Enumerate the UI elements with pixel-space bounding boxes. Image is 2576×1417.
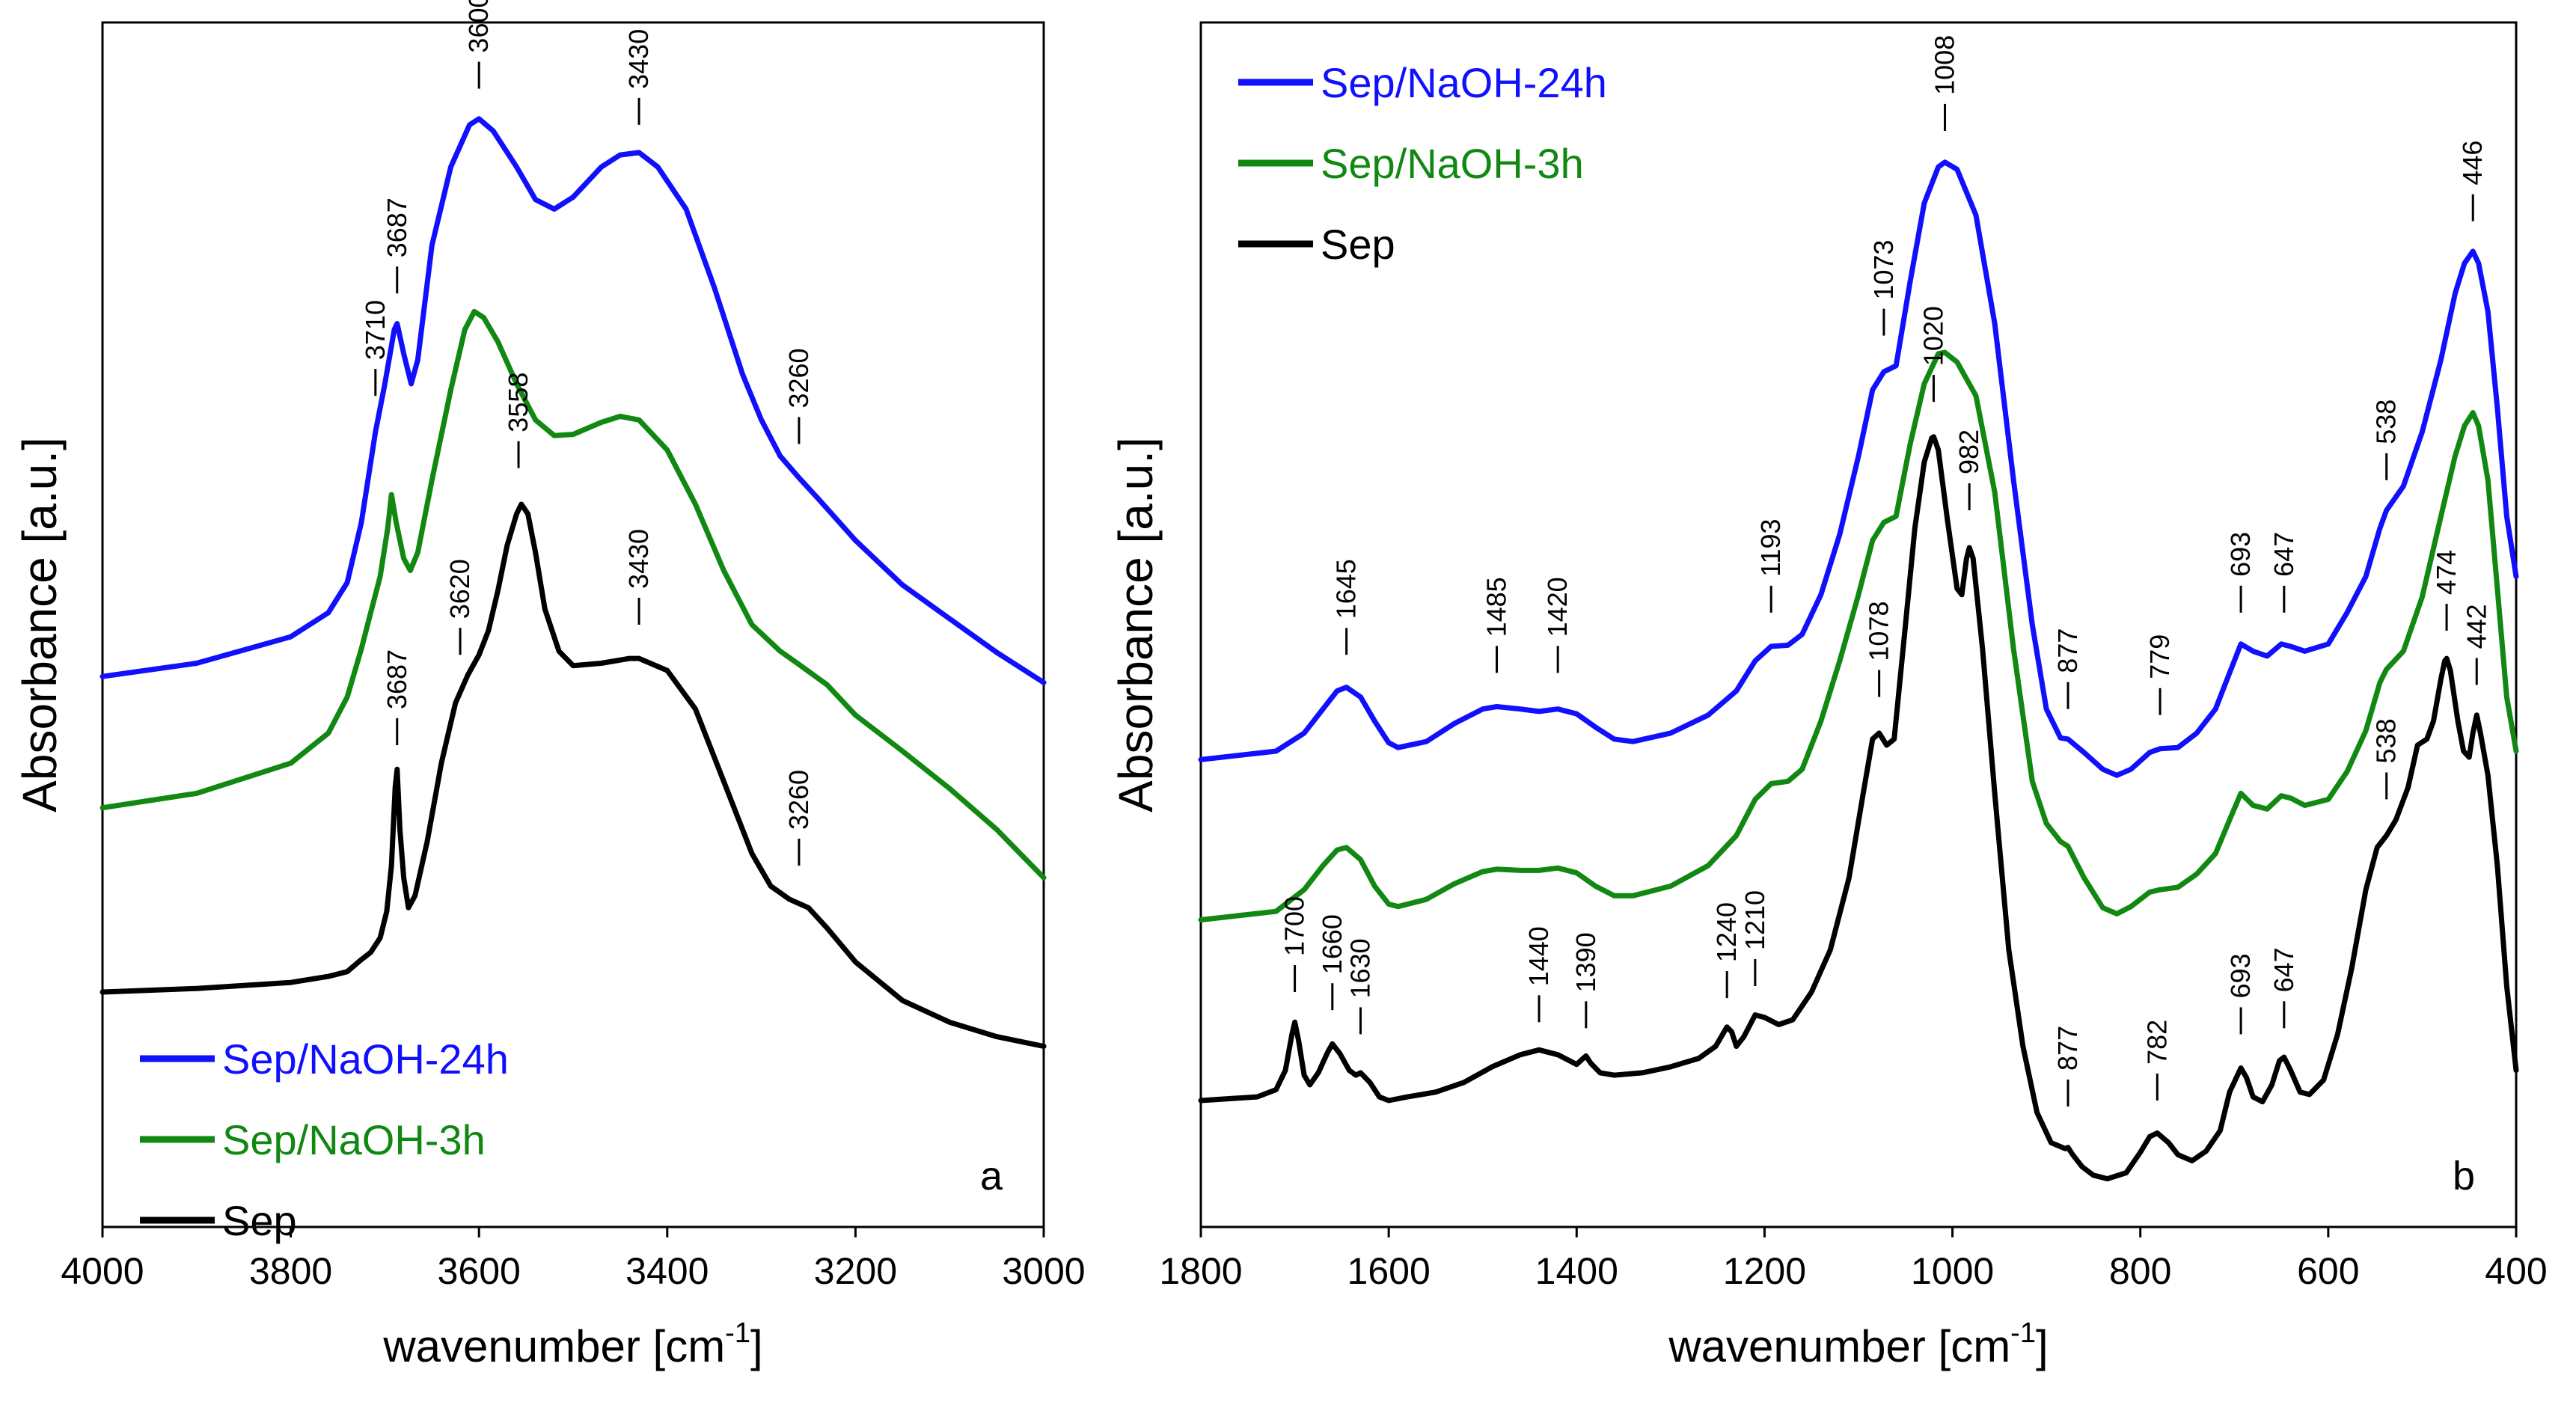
panel-a-peak-label: 3687 (382, 198, 412, 257)
panel-b-peak-label: 538 (2371, 718, 2402, 763)
panel-b-peak-label: 982 (1954, 429, 1984, 474)
panel-a-plot-frame (101, 21, 1045, 1228)
panel-b-series-line-2 (1198, 434, 2519, 1182)
panel-a-peak-label: 3620 (444, 559, 475, 619)
panel-a-x-axis-label: wavenumber [cm-1] (382, 1317, 762, 1371)
panel-a-peak-label: 3260 (783, 348, 814, 408)
panel-b-peak-label: 782 (2141, 1020, 2172, 1065)
panel-b-peak-label: 1008 (1930, 35, 1960, 95)
panel-a-peak-label: 3600 (463, 0, 494, 53)
panel-b-peak-label: 647 (2268, 532, 2299, 577)
panel-a-x-tick-label: 3200 (814, 1250, 897, 1292)
panel-b-legend-entry: Sep/NaOH-24h (1321, 59, 1607, 106)
panel-a-x-tick-label: 3000 (1002, 1250, 1085, 1292)
panel-b-peak-label: 538 (2371, 400, 2402, 444)
panel-b-peak-label: 1645 (1331, 559, 1362, 619)
panel-a-x-tick-label: 4000 (61, 1250, 144, 1292)
panel-a-series-line-2 (100, 501, 1047, 1049)
panel-a-peak-label: 3260 (783, 770, 814, 830)
panel-a-peak-label: 3430 (623, 529, 654, 589)
panel-a-x-axis-label-superscript: -1 (725, 1317, 750, 1349)
panel-a-x-tick-label: 3800 (249, 1250, 332, 1292)
panel-a-peak-label: 3430 (623, 29, 654, 89)
panel-b-peak-label: 1078 (1864, 602, 1894, 661)
panel-b-x-tick-label: 1400 (1535, 1250, 1618, 1292)
panel-a-series-line-0 (100, 116, 1047, 685)
panel-b-peak-label: 1440 (1523, 926, 1554, 986)
panel-b-x-tick-label: 1600 (1347, 1250, 1431, 1292)
panel-a-peak-label: 3687 (382, 649, 412, 709)
panel-a-legend-entry: Sep (222, 1197, 297, 1244)
panel-b-x-axis-label-superscript: -1 (2010, 1317, 2036, 1349)
panel-b-peak-label: 1390 (1570, 932, 1601, 992)
panel-a-legend: Sep/NaOH-24h Sep/NaOH-3h Sep (140, 1035, 509, 1244)
panel-a-series-line-1 (100, 308, 1047, 881)
panel-b-x-tick-label: 600 (2297, 1250, 2359, 1292)
panel-b-x-tick-label: 1200 (1723, 1250, 1806, 1292)
panel-b-x-tick-label: 800 (2109, 1250, 2171, 1292)
panel-b-peak-label: 1073 (1868, 240, 1899, 300)
panel-b-peak-label: 1193 (1755, 518, 1786, 576)
panel-b-peak-label: 693 (2225, 532, 2256, 577)
panel-b-peak-label: 693 (2225, 953, 2256, 998)
panel-b-peak-label: 779 (2144, 634, 2175, 679)
panel-b-legend-entry: Sep (1321, 221, 1395, 268)
panel-a-peak-label: 3710 (360, 300, 391, 360)
panel-b-x-tick-label: 1800 (1159, 1250, 1242, 1292)
panel-a-panel-letter: a (980, 1154, 1003, 1199)
panel-a-x-axis-label-end: ] (750, 1321, 763, 1371)
panel-b-peak-label: 442 (2461, 604, 2491, 649)
panel-b-chart: 1800 1600 1400 1200 1000 800 600 400 wavenumber … (1109, 21, 2548, 1371)
panel-b-peak-label: 1700 (1279, 896, 1310, 956)
panel-b-y-axis-label: Absorbance [a.u.] (1109, 437, 1163, 812)
panel-b-legend: Sep/NaOH-24h Sep/NaOH-3h Sep (1238, 59, 1607, 268)
panel-b-peak-label: 1660 (1317, 914, 1347, 974)
panel-b-x-tick-label: 400 (2485, 1250, 2547, 1292)
panel-b-x-axis-label-end: ] (2036, 1321, 2049, 1371)
panel-a-x-tick-label: 3400 (625, 1250, 709, 1292)
panel-b-x-axis-label: wavenumber [cm-1] (1668, 1317, 2048, 1371)
panel-a-legend-entry: Sep/NaOH-24h (222, 1035, 509, 1083)
panel-b-peak-label: 474 (2431, 550, 2462, 595)
panel-a-legend-entry: Sep/NaOH-3h (222, 1116, 486, 1163)
panel-b-x-tick-label: 1000 (1911, 1250, 1994, 1292)
panel-b-peak-label: 1420 (1542, 577, 1573, 637)
panel-b-peak-label: 877 (2052, 628, 2083, 673)
panel-b-series-line-0 (1198, 159, 2519, 778)
panel-b-peak-label: 647 (2268, 947, 2299, 992)
panel-a-y-axis-label: Absorbance [a.u.] (13, 437, 67, 812)
panel-b-peak-label: 1210 (1740, 890, 1770, 950)
panel-b-series-line-1 (1198, 349, 2519, 922)
panel-b-peak-label: 446 (2457, 141, 2488, 186)
panel-b-panel-letter: b (2453, 1154, 2475, 1199)
panel-a-x-tick-label: 3600 (438, 1250, 521, 1292)
panel-b-peak-label: 877 (2052, 1026, 2083, 1071)
panel-b-peak-label: 1630 (1344, 938, 1375, 998)
panel-a-chart: 4000 3800 3600 3400 3200 3000 wavenumber [cm-1… (13, 0, 1086, 1371)
panel-b-peak-label: 1020 (1918, 306, 1948, 366)
panel-b-peak-label: 1240 (1711, 902, 1742, 962)
panel-b-peak-label: 1485 (1481, 577, 1512, 637)
panel-b-plot-frame (1199, 21, 2518, 1228)
panel-a-peak-label: 3558 (503, 373, 533, 432)
panel-b-legend-entry: Sep/NaOH-3h (1321, 140, 1584, 187)
